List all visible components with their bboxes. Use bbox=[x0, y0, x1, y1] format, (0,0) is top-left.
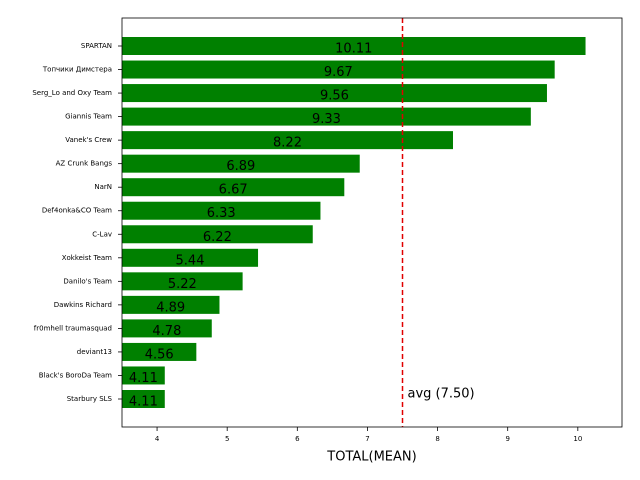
value-label: 4.11 bbox=[129, 395, 158, 410]
y-tick-label: Def4onka&CO Team bbox=[42, 207, 112, 215]
y-tick-label: deviant13 bbox=[77, 348, 112, 356]
x-tick-label: 6 bbox=[295, 435, 300, 443]
value-label: 6.89 bbox=[226, 159, 255, 174]
bar bbox=[122, 272, 243, 291]
bar bbox=[122, 390, 165, 408]
value-label: 6.22 bbox=[203, 230, 232, 245]
y-tick-label: Danilo's Team bbox=[63, 277, 112, 285]
value-label: 4.89 bbox=[156, 300, 185, 315]
value-label: 4.11 bbox=[129, 371, 158, 386]
y-tick-label: NarN bbox=[94, 183, 112, 191]
x-tick-label: 8 bbox=[435, 435, 439, 443]
y-tick-label: Vanek's Crew bbox=[65, 136, 112, 144]
y-tick-label: C-Lav bbox=[92, 230, 112, 238]
x-tick-label: 7 bbox=[365, 435, 369, 443]
plot-frame bbox=[121, 17, 623, 428]
bar bbox=[122, 107, 531, 126]
y-tick-label: AZ Crunk Bangs bbox=[56, 160, 113, 168]
y-tick-label: Xokkeist Team bbox=[62, 254, 112, 262]
bar bbox=[122, 225, 313, 244]
y-tick-label: Black's BoroDa Team bbox=[39, 371, 112, 379]
y-tick-label: SPARTAN bbox=[81, 42, 112, 50]
bar bbox=[122, 60, 555, 79]
value-label: 9.33 bbox=[312, 112, 341, 127]
bar bbox=[122, 37, 586, 55]
bar bbox=[122, 154, 360, 173]
value-label: 4.78 bbox=[152, 324, 181, 339]
x-tick-label: 4 bbox=[155, 435, 160, 443]
y-tick-label: Serg_Lo and Oxy Team bbox=[32, 89, 112, 97]
value-label: 9.67 bbox=[324, 65, 353, 80]
y-tick-label: fr0mhell traumasquad bbox=[34, 324, 112, 332]
y-tick-label: Starbury SLS bbox=[67, 395, 113, 403]
x-axis-label: TOTAL(MEAN) bbox=[326, 450, 416, 465]
x-tick-label: 9 bbox=[505, 435, 509, 443]
x-tick-label: 10 bbox=[573, 435, 582, 443]
bar bbox=[122, 131, 453, 150]
bar bbox=[122, 342, 197, 361]
value-label: 6.33 bbox=[207, 206, 236, 221]
bar bbox=[122, 366, 165, 385]
bar bbox=[122, 295, 220, 314]
y-tick-label: Giannis Team bbox=[65, 113, 112, 121]
avg-label: avg (7.50) bbox=[408, 387, 475, 402]
y-tick-label: Dawkins Richard bbox=[54, 301, 112, 309]
value-label: 9.56 bbox=[320, 89, 349, 104]
value-label: 5.44 bbox=[176, 253, 205, 268]
y-tick-label: Топчики Димстера bbox=[42, 66, 112, 74]
value-label: 8.22 bbox=[273, 136, 302, 151]
bar bbox=[122, 201, 321, 220]
x-tick-label: 5 bbox=[225, 435, 229, 443]
bar bbox=[122, 319, 212, 338]
bar bbox=[122, 84, 547, 103]
value-label: 6.67 bbox=[219, 183, 248, 198]
bar bbox=[122, 248, 259, 267]
value-label: 5.22 bbox=[168, 277, 197, 292]
value-label: 4.56 bbox=[145, 347, 174, 362]
bar bbox=[122, 178, 345, 197]
value-label: 10.11 bbox=[335, 42, 372, 57]
